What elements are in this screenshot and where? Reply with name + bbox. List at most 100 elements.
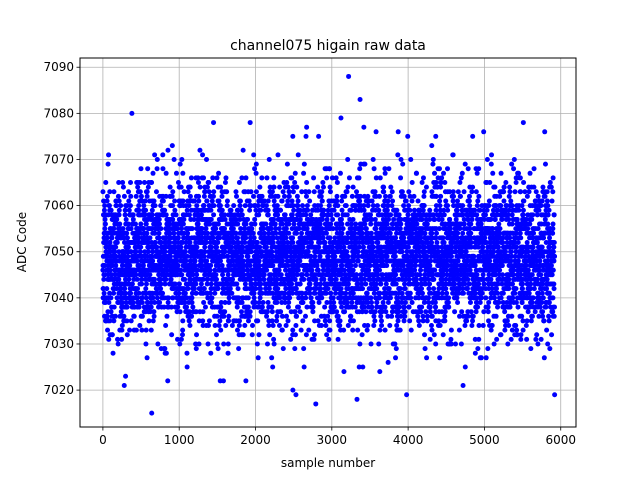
data-point [274,203,280,209]
data-point [331,207,337,213]
data-point [198,281,204,287]
data-point [236,318,242,324]
data-point [405,244,411,250]
data-point [334,180,340,186]
data-point [115,341,121,347]
data-point [260,226,266,232]
data-point [201,175,207,181]
data-point [135,286,141,292]
data-point [363,309,369,315]
data-point [139,295,145,301]
data-point [334,198,340,204]
data-point [318,286,324,292]
data-point [249,332,255,338]
data-point [445,299,451,305]
data-point [245,216,251,222]
data-point [114,240,120,245]
data-point [399,290,405,296]
data-point [255,203,261,209]
data-point [194,267,200,273]
data-point [179,272,185,278]
data-point [366,267,372,273]
data-point [398,221,404,227]
data-point [363,281,369,287]
data-point [243,378,249,384]
data-point [275,286,281,292]
data-point [442,318,448,324]
data-point [210,235,216,241]
data-point [258,281,264,287]
data-point [175,180,181,186]
data-point [251,304,257,310]
data-point [218,304,224,310]
data-point [205,341,211,347]
data-point [285,198,291,204]
data-point [357,341,363,347]
data-point [193,290,199,296]
data-point [392,341,398,347]
data-point [207,290,213,296]
data-point [385,198,391,204]
data-point [188,175,194,181]
data-point [310,299,316,305]
data-point [376,341,382,347]
data-point [344,249,350,255]
data-point [301,276,307,282]
data-point [280,346,286,352]
data-point [254,341,260,347]
data-point [138,193,144,199]
data-point [152,299,158,305]
data-point [190,304,196,310]
data-point [189,313,195,319]
data-point [204,198,210,204]
data-point [303,212,309,218]
data-point [196,198,202,204]
data-point [402,286,408,292]
data-point [401,203,407,209]
data-point [442,180,448,186]
data-point [397,226,403,232]
data-point [128,249,134,255]
data-point [158,281,164,287]
data-point [302,313,308,319]
data-point [284,180,290,186]
data-point [136,203,142,209]
data-point [140,263,146,269]
data-point [304,272,310,278]
data-point [374,299,380,305]
data-point [467,267,473,273]
data-point [121,193,127,199]
data-point [236,180,242,186]
data-point [151,309,157,315]
data-point [240,332,246,338]
data-point [193,341,199,347]
data-point [205,276,211,282]
data-point [199,226,205,232]
data-point [194,244,200,250]
data-point [159,263,164,269]
data-point [438,184,444,190]
data-point [102,221,108,227]
data-point [401,304,407,310]
data-point [442,309,448,315]
data-point [123,216,129,222]
data-point [252,166,258,172]
data-point [315,267,321,273]
data-point [323,290,329,296]
data-point [206,323,211,329]
data-point [107,290,113,296]
data-point [296,226,302,232]
data-point [192,258,198,264]
data-point [381,184,387,190]
data-point [154,295,160,301]
data-point [453,216,459,222]
data-point [239,212,245,218]
data-point [386,166,392,172]
data-point [440,332,446,338]
data-point [440,235,446,241]
data-point [298,327,304,333]
data-point [373,226,379,232]
data-point [192,263,198,269]
data-point [195,221,201,227]
data-point [119,336,125,342]
